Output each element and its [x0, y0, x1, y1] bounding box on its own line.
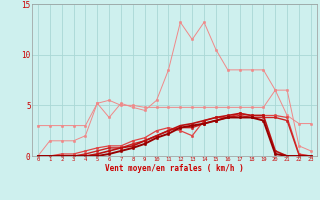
X-axis label: Vent moyen/en rafales ( km/h ): Vent moyen/en rafales ( km/h ): [105, 164, 244, 173]
